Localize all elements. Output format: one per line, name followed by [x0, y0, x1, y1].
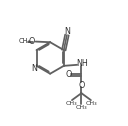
- Text: O: O: [79, 81, 85, 90]
- Text: O: O: [29, 37, 35, 46]
- Text: NH: NH: [76, 59, 88, 68]
- Text: CH₃: CH₃: [18, 38, 30, 44]
- Text: N: N: [64, 27, 70, 36]
- Text: CH₃: CH₃: [86, 101, 97, 106]
- Text: N: N: [32, 65, 38, 73]
- Text: CH₃: CH₃: [66, 101, 77, 106]
- Text: CH₃: CH₃: [76, 105, 87, 109]
- Text: O: O: [65, 70, 72, 79]
